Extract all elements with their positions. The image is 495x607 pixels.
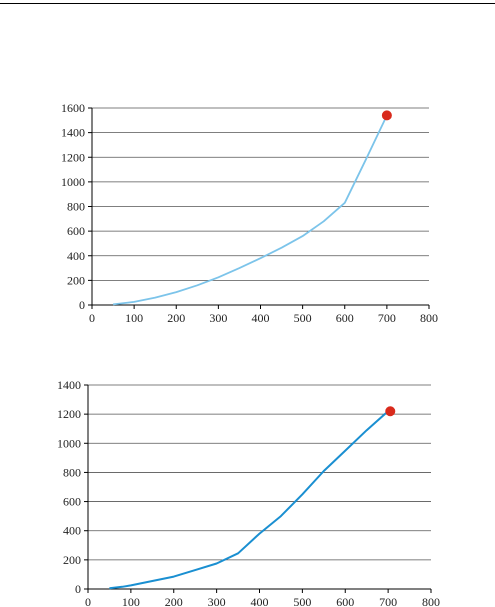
y-tick-label: 1600	[61, 101, 85, 115]
x-tick-label: 800	[420, 311, 438, 325]
y-tick-label: 0	[75, 582, 81, 596]
y-tick-label: 800	[63, 465, 81, 479]
y-tick-label: 1200	[61, 150, 85, 164]
y-tick-label: 0	[79, 298, 85, 312]
x-tick-label: 700	[378, 311, 396, 325]
x-tick-label: 300	[208, 595, 226, 607]
y-tick-label: 200	[63, 553, 81, 567]
y-tick-label: 1000	[61, 175, 85, 189]
highlight-point	[385, 406, 396, 417]
x-tick-label: 300	[209, 311, 227, 325]
x-tick-label: 400	[251, 595, 269, 607]
x-tick-label: 0	[89, 311, 95, 325]
x-tick-label: 800	[422, 595, 440, 607]
series-line-0	[112, 115, 388, 306]
x-tick-label: 200	[165, 595, 183, 607]
page-top-rule	[0, 3, 495, 4]
chart-bottom: 0 200 400 600 800 1000 1200 1400 0 100 200 300 400 50…	[57, 378, 440, 607]
highlight-point	[381, 110, 392, 121]
y-tick-label: 1400	[61, 126, 85, 140]
x-tick-label: 500	[294, 311, 312, 325]
y-tick-label: 600	[67, 224, 85, 238]
y-tick-label: 1200	[57, 407, 81, 421]
y-tick-label: 400	[63, 524, 81, 538]
x-tick-label: 600	[336, 311, 354, 325]
x-tick-label: 200	[167, 311, 185, 325]
x-tick-label: 0	[85, 595, 91, 607]
y-tick-label: 1400	[57, 378, 81, 392]
chart-top: 0 200 400 600 800 1000 1200 1400 1600 0 100 200 300 4…	[61, 101, 438, 325]
y-tick-label: 1000	[57, 436, 81, 450]
y-tick-label: 200	[67, 273, 85, 287]
y-tick-label: 800	[67, 200, 85, 214]
x-tick-label: 600	[336, 595, 354, 607]
y-tick-label: 600	[63, 495, 81, 509]
x-tick-label: 700	[379, 595, 397, 607]
x-tick-label: 100	[125, 311, 143, 325]
x-tick-label: 500	[293, 595, 311, 607]
y-tick-label: 400	[67, 249, 85, 263]
x-tick-label: 100	[122, 595, 140, 607]
x-tick-label: 400	[252, 311, 270, 325]
series-line-0	[109, 410, 389, 590]
